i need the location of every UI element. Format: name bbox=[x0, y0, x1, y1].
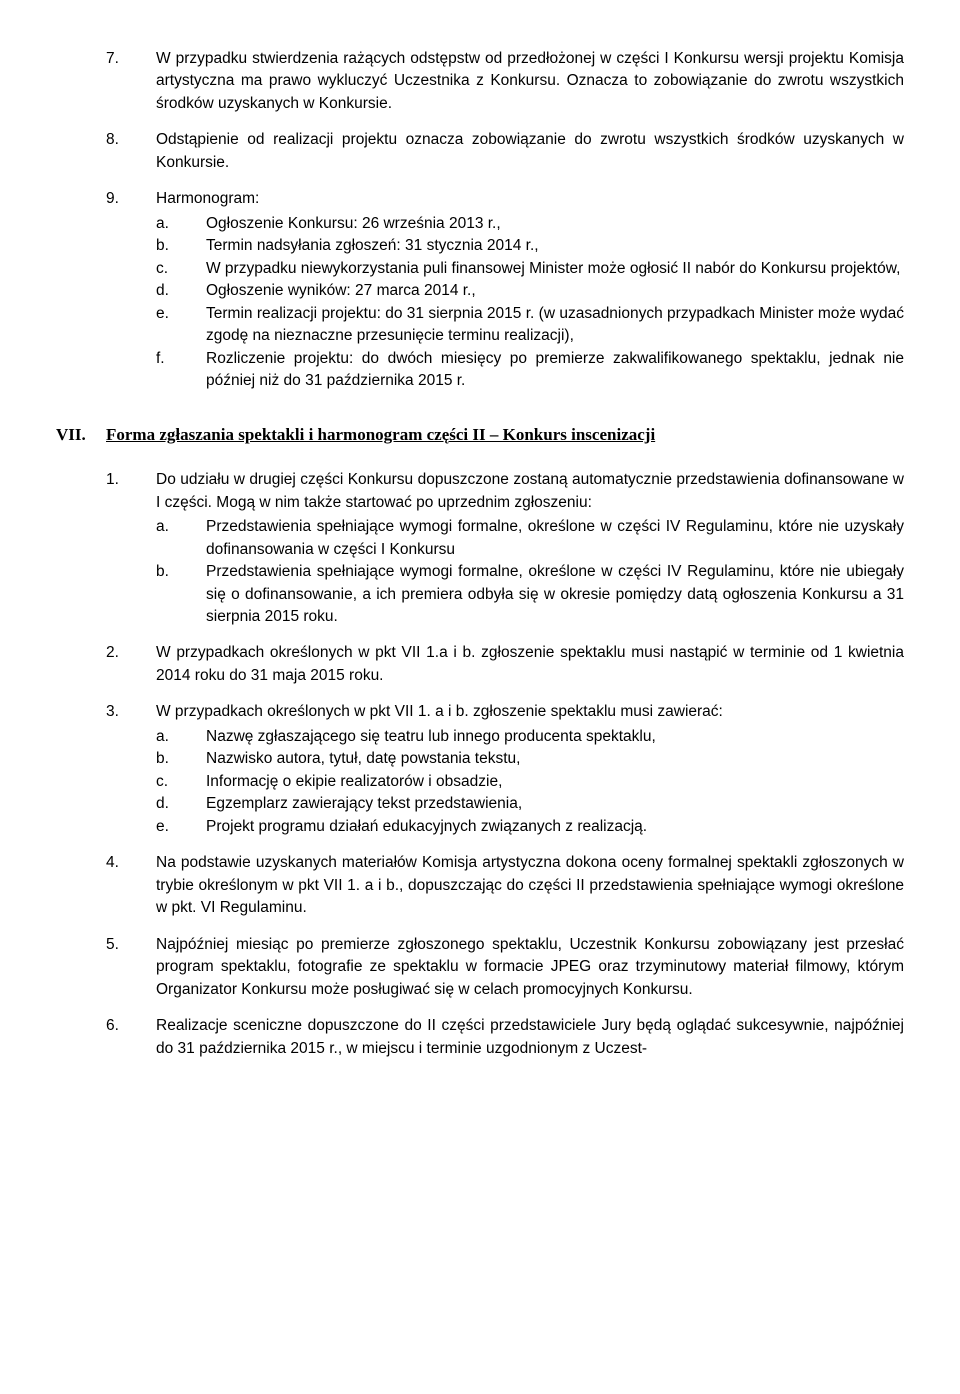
sub-number: c. bbox=[156, 771, 206, 793]
list-item: 6. Realizacje sceniczne dopuszczone do I… bbox=[106, 1015, 904, 1060]
sub-text: Termin realizacji projektu: do 31 sierpn… bbox=[206, 303, 904, 348]
sub-number: c. bbox=[156, 258, 206, 280]
list-item: 4. Na podstawie uzyskanych materiałów Ko… bbox=[106, 852, 904, 919]
sublist: a.Przedstawienia spełniające wymogi form… bbox=[156, 516, 904, 628]
sub-number: b. bbox=[156, 748, 206, 770]
item-text: Na podstawie uzyskanych materiałów Komis… bbox=[156, 852, 904, 919]
item-text: W przypadku stwierdzenia rażących odstęp… bbox=[156, 48, 904, 115]
item-text-inner: W przypadkach określonych w pkt VII 1. a… bbox=[156, 703, 723, 720]
item-number: 6. bbox=[106, 1015, 156, 1060]
list-item: 7. W przypadku stwierdzenia rażących ods… bbox=[106, 48, 904, 115]
sub-text: Nazwisko autora, tytuł, datę powstania t… bbox=[206, 748, 904, 770]
item-number: 2. bbox=[106, 642, 156, 687]
list-item: 1. Do udziału w drugiej części Konkursu … bbox=[106, 469, 904, 628]
sub-item: e.Termin realizacji projektu: do 31 sier… bbox=[156, 303, 904, 348]
item-text: Najpóźniej miesiąc po premierze zgłoszon… bbox=[156, 934, 904, 1001]
item-number: 4. bbox=[106, 852, 156, 919]
sub-number: e. bbox=[156, 816, 206, 838]
item-text-inner: Do udziału w drugiej części Konkursu dop… bbox=[156, 471, 904, 510]
sub-item: b.Nazwisko autora, tytuł, datę powstania… bbox=[156, 748, 904, 770]
section-heading-row: VII. Forma zgłaszania spektakli i harmon… bbox=[56, 423, 904, 448]
list-item: 9. Harmonogram: a.Ogłoszenie Konkursu: 2… bbox=[106, 188, 904, 392]
list-item: 2. W przypadkach określonych w pkt VII 1… bbox=[106, 642, 904, 687]
sub-number: f. bbox=[156, 348, 206, 393]
sub-number: b. bbox=[156, 235, 206, 257]
sub-item: b.Termin nadsyłania zgłoszeń: 31 styczni… bbox=[156, 235, 904, 257]
sublist: a.Ogłoszenie Konkursu: 26 września 2013 … bbox=[156, 213, 904, 393]
sub-text: Przedstawienia spełniające wymogi formal… bbox=[206, 516, 904, 561]
item-number: 7. bbox=[106, 48, 156, 115]
sub-number: d. bbox=[156, 280, 206, 302]
sub-item: a.Przedstawienia spełniające wymogi form… bbox=[156, 516, 904, 561]
list-item: 8. Odstąpienie od realizacji projektu oz… bbox=[106, 129, 904, 174]
sub-item: c.Informację o ekipie realizatorów i obs… bbox=[156, 771, 904, 793]
sub-number: a. bbox=[156, 726, 206, 748]
item-text: Odstąpienie od realizacji projektu oznac… bbox=[156, 129, 904, 174]
sub-item: c.W przypadku niewykorzystania puli fina… bbox=[156, 258, 904, 280]
item-number: 5. bbox=[106, 934, 156, 1001]
sub-number: e. bbox=[156, 303, 206, 348]
sub-item: f.Rozliczenie projektu: do dwóch miesięc… bbox=[156, 348, 904, 393]
item-number: 8. bbox=[106, 129, 156, 174]
section-roman: VII. bbox=[56, 423, 106, 448]
top-ordered-list: 7. W przypadku stwierdzenia rażących ods… bbox=[106, 48, 904, 393]
second-list-block: 1. Do udziału w drugiej części Konkursu … bbox=[106, 469, 904, 1060]
list-item: 5. Najpóźniej miesiąc po premierze zgłos… bbox=[106, 934, 904, 1001]
sub-item: a.Nazwę zgłaszającego się teatru lub inn… bbox=[156, 726, 904, 748]
sub-number: b. bbox=[156, 561, 206, 628]
item-text: W przypadkach określonych w pkt VII 1. a… bbox=[156, 701, 904, 838]
section-title: Forma zgłaszania spektakli i harmonogram… bbox=[106, 423, 904, 448]
sub-text: Ogłoszenie wyników: 27 marca 2014 r., bbox=[206, 280, 904, 302]
item-text-inner: Harmonogram: bbox=[156, 190, 259, 207]
list-item: 3. W przypadkach określonych w pkt VII 1… bbox=[106, 701, 904, 838]
item-number: 9. bbox=[106, 188, 156, 392]
sub-text: Informację o ekipie realizatorów i obsad… bbox=[206, 771, 904, 793]
sub-text: Egzemplarz zawierający tekst przedstawie… bbox=[206, 793, 904, 815]
sub-item: d.Ogłoszenie wyników: 27 marca 2014 r., bbox=[156, 280, 904, 302]
item-number: 1. bbox=[106, 469, 156, 628]
sub-text: Termin nadsyłania zgłoszeń: 31 stycznia … bbox=[206, 235, 904, 257]
item-text: Realizacje sceniczne dopuszczone do II c… bbox=[156, 1015, 904, 1060]
sub-item: b.Przedstawienia spełniające wymogi form… bbox=[156, 561, 904, 628]
item-text: Do udziału w drugiej części Konkursu dop… bbox=[156, 469, 904, 628]
item-text: Harmonogram: a.Ogłoszenie Konkursu: 26 w… bbox=[156, 188, 904, 392]
top-list-block: 7. W przypadku stwierdzenia rażących ods… bbox=[106, 48, 904, 393]
sub-text: Nazwę zgłaszającego się teatru lub inneg… bbox=[206, 726, 904, 748]
sub-number: d. bbox=[156, 793, 206, 815]
sub-item: e.Projekt programu działań edukacyjnych … bbox=[156, 816, 904, 838]
item-text: W przypadkach określonych w pkt VII 1.a … bbox=[156, 642, 904, 687]
sub-item: a.Ogłoszenie Konkursu: 26 września 2013 … bbox=[156, 213, 904, 235]
sub-item: d.Egzemplarz zawierający tekst przedstaw… bbox=[156, 793, 904, 815]
sub-text: Przedstawienia spełniające wymogi formal… bbox=[206, 561, 904, 628]
sub-number: a. bbox=[156, 516, 206, 561]
sub-text: Ogłoszenie Konkursu: 26 września 2013 r.… bbox=[206, 213, 904, 235]
second-ordered-list: 1. Do udziału w drugiej części Konkursu … bbox=[106, 469, 904, 1060]
sublist: a.Nazwę zgłaszającego się teatru lub inn… bbox=[156, 726, 904, 838]
sub-text: Projekt programu działań edukacyjnych zw… bbox=[206, 816, 904, 838]
sub-text: Rozliczenie projektu: do dwóch miesięcy … bbox=[206, 348, 904, 393]
item-number: 3. bbox=[106, 701, 156, 838]
sub-text: W przypadku niewykorzystania puli finans… bbox=[206, 258, 904, 280]
sub-number: a. bbox=[156, 213, 206, 235]
